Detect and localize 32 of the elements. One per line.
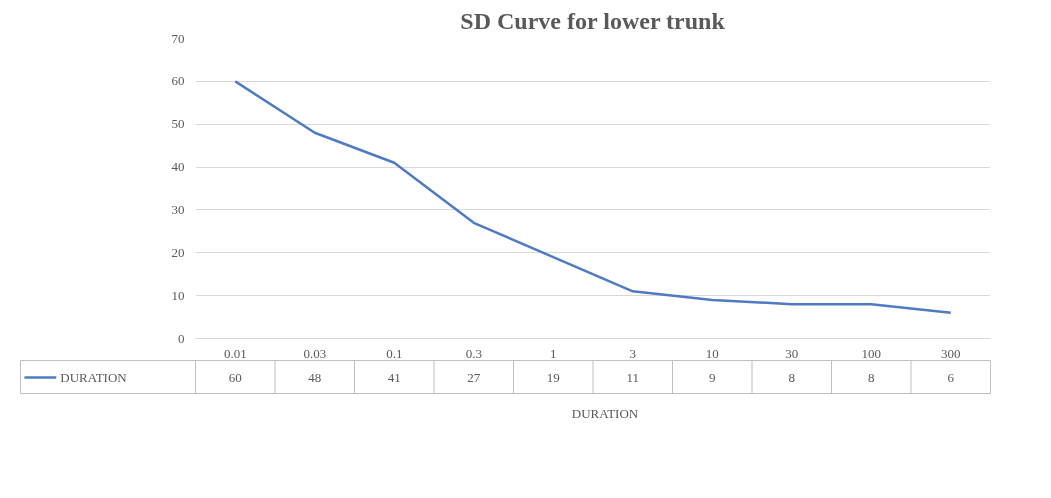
data-label: 48: [308, 369, 322, 385]
x-tick-label: 100: [861, 345, 881, 361]
x-tick-label: 3: [629, 345, 636, 361]
y-tick-label: 40: [171, 159, 185, 175]
data-label: 6: [947, 369, 955, 385]
x-tick-label: 0.01: [223, 345, 247, 361]
text: DURATION: [571, 406, 639, 421]
legend-label: DURATION: [60, 370, 128, 385]
y-tick-label: 0: [178, 330, 185, 346]
data-label: 8: [868, 369, 875, 385]
x-tick-label: 1: [550, 345, 557, 361]
y-tick-label: 30: [171, 201, 185, 217]
x-tick-label: 30: [785, 345, 799, 361]
data-label: 41: [387, 369, 401, 385]
y-tick-label: 70: [171, 30, 185, 46]
x-tick-label: 0.1: [386, 345, 403, 361]
data-label: 9: [709, 369, 716, 385]
data-label: 8: [788, 369, 795, 385]
x-tick-label: 0.03: [303, 345, 327, 361]
data-label: 19: [546, 369, 560, 385]
x-tick-label: 10: [705, 345, 719, 361]
x-tick-label: 300: [941, 345, 961, 361]
x-tick-label: 0.3: [465, 345, 482, 361]
data-label: 11: [626, 369, 640, 385]
line-series: [234, 80, 952, 315]
chart-title: SD Curve for lower trunk: [460, 7, 726, 34]
y-tick-label: 50: [171, 116, 185, 132]
data-label: 27: [467, 369, 481, 385]
y-tick-label: 20: [171, 244, 185, 260]
y-tick-label: 10: [171, 287, 185, 303]
y-tick-label: 60: [171, 73, 185, 89]
data-label: 60: [228, 369, 242, 385]
